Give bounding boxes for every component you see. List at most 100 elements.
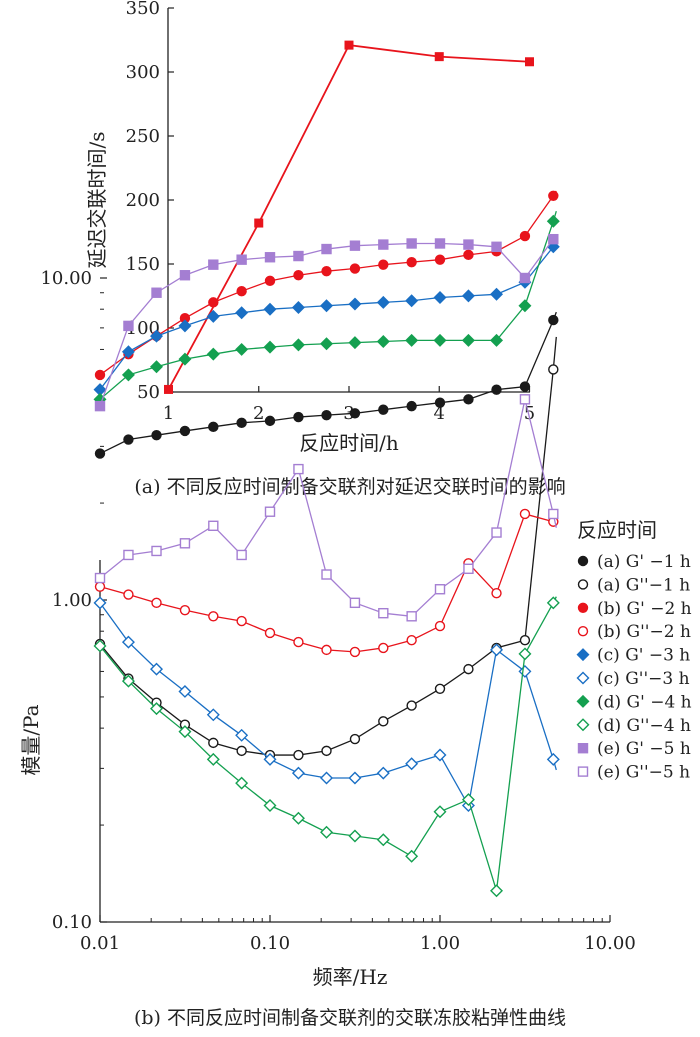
y-tick-label: 250 xyxy=(126,126,160,147)
data-point xyxy=(291,811,305,825)
data-point xyxy=(434,238,446,249)
data-point xyxy=(546,596,560,610)
x-tick-label: 10.00 xyxy=(584,933,636,954)
data-point xyxy=(235,306,249,320)
data-point xyxy=(291,766,305,780)
series-group xyxy=(93,596,560,898)
data-point xyxy=(463,394,474,405)
legend-item: (e) G''−5 h xyxy=(577,763,690,783)
data-point xyxy=(548,314,559,326)
y-tick-label: 100 xyxy=(126,318,160,339)
legend-item: (e) G' −5 h xyxy=(577,739,691,759)
data-point xyxy=(577,555,589,567)
data-point xyxy=(349,240,361,251)
data-point xyxy=(321,409,332,421)
data-point xyxy=(93,596,107,610)
data-point xyxy=(291,300,305,314)
data-point xyxy=(321,569,332,580)
data-point xyxy=(263,302,277,316)
data-point xyxy=(151,545,162,557)
legend-label: (d) G' −4 h xyxy=(597,692,692,712)
data-point xyxy=(264,275,276,287)
legend-item: (a) G''−1 h xyxy=(577,575,690,595)
series-group xyxy=(93,596,560,813)
data-point xyxy=(236,745,247,757)
data-point xyxy=(121,368,135,382)
data-point xyxy=(349,263,361,274)
data-point xyxy=(349,646,361,658)
data-point xyxy=(434,254,446,265)
series-line xyxy=(99,369,554,756)
data-point xyxy=(491,527,502,538)
data-point xyxy=(93,639,107,653)
data-point xyxy=(264,627,276,639)
data-point xyxy=(208,520,219,531)
data-point xyxy=(321,243,332,255)
panel-b-axes xyxy=(99,560,610,923)
y-tick-label: 300 xyxy=(126,62,160,83)
data-point xyxy=(349,597,361,609)
x-tick-label: 1 xyxy=(163,403,174,424)
data-point xyxy=(206,752,220,766)
x-tick-label: 1.00 xyxy=(420,933,460,954)
data-point xyxy=(434,52,444,62)
data-point xyxy=(263,799,277,813)
panel-b-plot xyxy=(93,190,560,898)
data-point xyxy=(291,338,305,352)
data-point xyxy=(406,611,417,622)
data-point xyxy=(461,793,475,807)
data-point xyxy=(519,381,531,392)
y-tick-label: 350 xyxy=(126,0,160,19)
data-point xyxy=(491,384,502,395)
data-point xyxy=(235,342,249,356)
data-point xyxy=(179,538,191,549)
data-point xyxy=(293,411,304,423)
data-point xyxy=(348,829,362,843)
x-tick-label: 2 xyxy=(253,403,264,424)
y-tick-label: 200 xyxy=(126,190,160,211)
series-group xyxy=(93,240,560,397)
data-point xyxy=(378,642,389,654)
data-point xyxy=(576,671,590,685)
y-tick-label: 150 xyxy=(126,254,160,275)
series-line xyxy=(167,44,530,390)
series-group xyxy=(94,394,559,622)
data-point xyxy=(349,408,361,419)
y-tick-label: 50 xyxy=(137,382,160,403)
panel-a-xlabel: 反应时间/h xyxy=(299,431,399,455)
legend-item: (c) G''−3 h xyxy=(576,669,690,689)
legend-label: (b) G''−2 h xyxy=(597,622,691,642)
data-point xyxy=(179,604,191,616)
data-point xyxy=(236,549,247,561)
data-point xyxy=(150,662,164,676)
x-tick-label: 5 xyxy=(524,403,535,424)
data-point xyxy=(293,636,304,648)
data-point xyxy=(519,394,531,405)
data-point xyxy=(434,620,446,632)
data-point xyxy=(293,463,304,475)
data-point xyxy=(179,270,191,281)
legend-label: (a) G' −1 h xyxy=(597,552,691,572)
legend-item: (a) G' −1 h xyxy=(577,552,691,572)
panel-b-caption: (b) 不同反应时间制备交联剂的交联冻胶粘弹性曲线 xyxy=(134,1007,566,1029)
panel-a-axes xyxy=(167,8,530,393)
legend-item: (b) G' −2 h xyxy=(577,599,692,619)
series-group xyxy=(94,190,559,381)
data-point xyxy=(348,336,362,350)
data-point xyxy=(208,297,219,308)
data-point xyxy=(406,238,417,249)
data-point xyxy=(378,259,389,270)
data-point xyxy=(94,448,106,459)
data-point xyxy=(178,684,192,698)
data-point xyxy=(178,352,192,366)
data-point xyxy=(577,602,589,613)
data-point xyxy=(577,579,589,590)
data-point xyxy=(150,702,164,716)
data-point xyxy=(519,635,531,646)
legend-item: (c) G' −3 h xyxy=(576,646,690,666)
data-point xyxy=(490,884,504,898)
data-point xyxy=(376,335,390,348)
data-point xyxy=(548,233,559,245)
